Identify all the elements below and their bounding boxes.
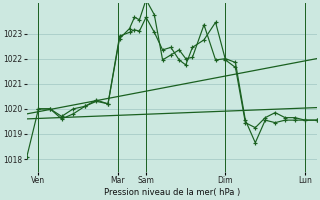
X-axis label: Pression niveau de la mer( hPa ): Pression niveau de la mer( hPa ) — [104, 188, 240, 197]
